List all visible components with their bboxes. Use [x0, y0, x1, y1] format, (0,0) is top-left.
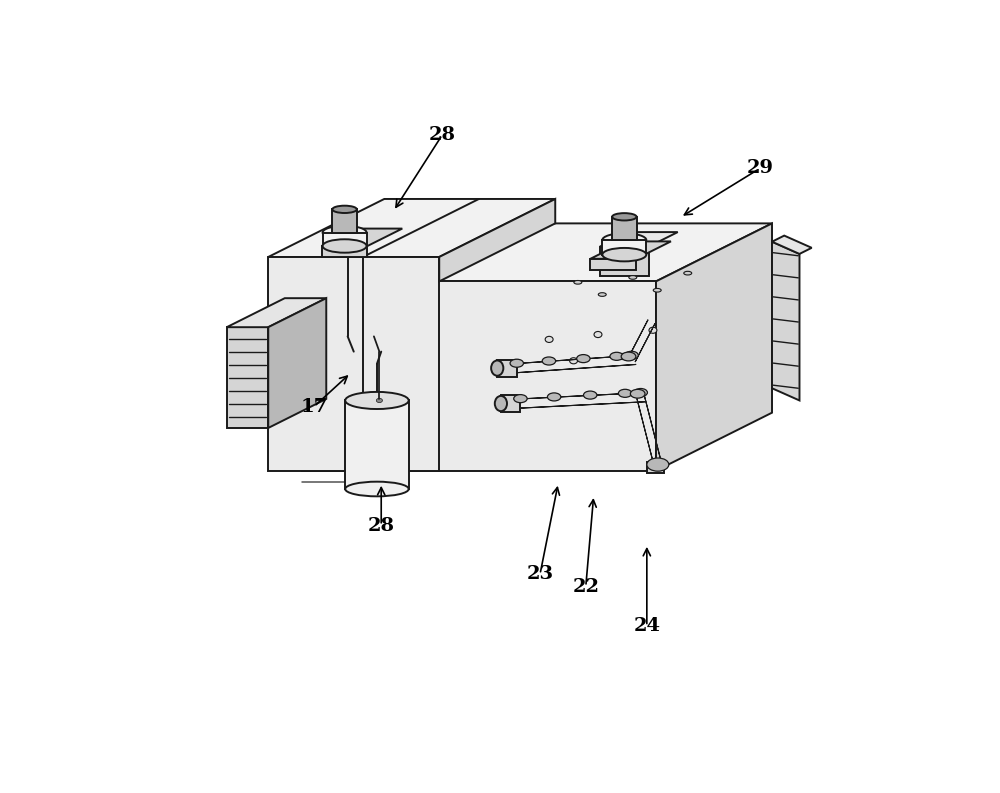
Ellipse shape	[510, 359, 523, 367]
Polygon shape	[332, 209, 357, 232]
Ellipse shape	[612, 213, 637, 220]
Text: 28: 28	[429, 126, 456, 144]
Polygon shape	[227, 298, 326, 328]
Polygon shape	[772, 236, 812, 254]
Ellipse shape	[649, 328, 657, 333]
Ellipse shape	[323, 239, 367, 253]
Ellipse shape	[602, 248, 646, 262]
Polygon shape	[637, 398, 655, 469]
Ellipse shape	[634, 389, 647, 396]
Ellipse shape	[574, 281, 582, 284]
Polygon shape	[645, 396, 663, 467]
Ellipse shape	[577, 354, 590, 362]
Polygon shape	[302, 282, 656, 471]
Text: 28: 28	[368, 517, 395, 534]
Ellipse shape	[621, 352, 636, 361]
Ellipse shape	[542, 357, 556, 365]
Polygon shape	[772, 242, 799, 400]
Polygon shape	[268, 257, 439, 471]
Polygon shape	[497, 359, 517, 377]
Ellipse shape	[625, 351, 638, 359]
Ellipse shape	[495, 396, 507, 411]
Polygon shape	[600, 247, 649, 276]
Polygon shape	[323, 232, 367, 246]
Ellipse shape	[653, 289, 661, 292]
Polygon shape	[322, 246, 367, 257]
Polygon shape	[268, 298, 326, 428]
Ellipse shape	[610, 352, 623, 360]
Ellipse shape	[332, 205, 357, 213]
Ellipse shape	[323, 226, 367, 239]
Polygon shape	[602, 240, 646, 255]
Ellipse shape	[594, 331, 602, 338]
Ellipse shape	[618, 389, 632, 397]
Polygon shape	[647, 462, 664, 473]
Ellipse shape	[514, 395, 527, 403]
Polygon shape	[516, 355, 636, 363]
Polygon shape	[302, 224, 772, 282]
Ellipse shape	[491, 361, 503, 376]
Text: 29: 29	[746, 159, 773, 178]
Polygon shape	[628, 320, 648, 358]
Polygon shape	[612, 216, 637, 240]
Ellipse shape	[583, 391, 597, 399]
Text: 22: 22	[572, 578, 599, 596]
Polygon shape	[590, 259, 636, 270]
Ellipse shape	[345, 392, 409, 409]
Polygon shape	[227, 328, 268, 428]
Ellipse shape	[598, 293, 606, 297]
Ellipse shape	[547, 393, 561, 401]
Ellipse shape	[602, 233, 646, 247]
Polygon shape	[439, 199, 555, 282]
Polygon shape	[501, 395, 520, 412]
Polygon shape	[322, 228, 402, 246]
Text: 17: 17	[300, 397, 328, 416]
Polygon shape	[590, 241, 671, 259]
Polygon shape	[635, 324, 655, 362]
Ellipse shape	[376, 398, 382, 403]
Polygon shape	[656, 224, 772, 471]
Polygon shape	[517, 365, 636, 373]
Ellipse shape	[345, 481, 409, 496]
Polygon shape	[600, 232, 678, 247]
Ellipse shape	[545, 336, 553, 343]
Ellipse shape	[684, 271, 692, 275]
Polygon shape	[521, 402, 645, 408]
Ellipse shape	[630, 389, 645, 398]
Polygon shape	[520, 393, 645, 399]
Polygon shape	[345, 400, 409, 489]
Ellipse shape	[629, 276, 637, 279]
Polygon shape	[268, 199, 555, 257]
Ellipse shape	[618, 354, 626, 359]
Text: 23: 23	[526, 565, 554, 584]
Ellipse shape	[647, 458, 669, 471]
Text: 24: 24	[633, 618, 660, 635]
Ellipse shape	[570, 358, 578, 364]
